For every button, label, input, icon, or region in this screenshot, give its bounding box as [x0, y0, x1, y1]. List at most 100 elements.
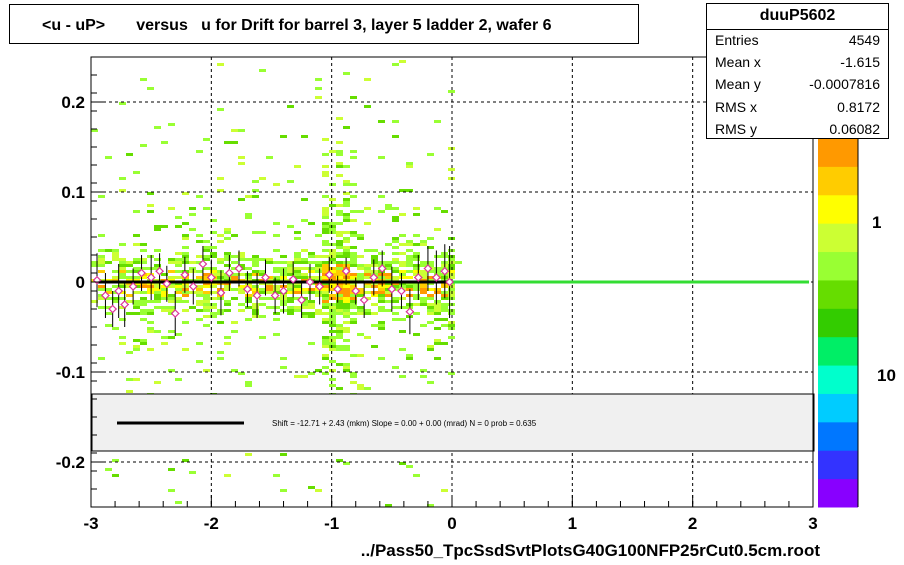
density-cell	[147, 300, 154, 303]
density-cell	[364, 273, 371, 276]
density-cell	[385, 276, 392, 279]
density-cell	[350, 294, 357, 297]
density-cell	[119, 270, 126, 273]
density-cell	[343, 330, 350, 333]
density-cell	[392, 120, 399, 123]
density-cell	[266, 156, 273, 159]
density-cell	[147, 309, 154, 312]
density-cell	[224, 474, 231, 477]
density-cell	[259, 258, 266, 261]
density-cell	[175, 252, 182, 255]
stats-box: duuP5602 Entries 4549 Mean x -1.615 Mean…	[706, 3, 889, 139]
density-cell	[308, 291, 315, 294]
density-cell	[427, 381, 434, 384]
density-cell	[448, 264, 455, 267]
color-scale-segment	[818, 166, 858, 196]
density-cell	[154, 288, 161, 291]
density-cell	[434, 306, 441, 309]
density-cell	[168, 207, 175, 210]
density-cell	[196, 240, 203, 243]
density-cell	[294, 267, 301, 270]
profile-point	[206, 273, 216, 282]
profile-point	[252, 291, 262, 300]
density-cell	[420, 264, 427, 267]
density-cell	[350, 195, 357, 198]
density-cell	[231, 129, 238, 132]
density-cell	[413, 273, 420, 276]
density-cell	[378, 210, 385, 213]
density-cell	[140, 276, 147, 279]
density-cell	[329, 360, 336, 363]
density-cell	[168, 468, 175, 471]
density-cell	[280, 366, 287, 369]
density-cell	[175, 261, 182, 264]
density-cell	[98, 258, 105, 261]
density-cell	[427, 294, 434, 297]
density-cell	[343, 348, 350, 351]
density-cell	[98, 357, 105, 360]
density-cell	[329, 204, 336, 207]
density-cell	[378, 300, 385, 303]
density-cell	[420, 288, 427, 291]
density-cell	[203, 309, 210, 312]
density-cell	[217, 177, 224, 180]
density-cell	[182, 321, 189, 324]
density-cell	[126, 276, 133, 279]
density-cell	[322, 267, 329, 270]
density-cell	[133, 210, 140, 213]
density-cell	[133, 339, 140, 342]
density-cell	[252, 195, 259, 198]
profile-points	[92, 244, 454, 336]
density-cell	[259, 231, 266, 234]
density-cell	[140, 261, 147, 264]
density-cell	[343, 198, 350, 201]
density-cell	[210, 273, 217, 276]
density-cell	[406, 357, 413, 360]
density-cell	[336, 294, 343, 297]
density-cell	[217, 234, 224, 237]
density-cell	[350, 354, 357, 357]
profile-point	[432, 273, 441, 282]
density-cell	[112, 285, 119, 288]
density-cell	[133, 171, 140, 174]
density-cell	[175, 288, 182, 291]
density-cell	[308, 261, 315, 264]
density-cell	[322, 174, 329, 177]
density-cell	[126, 300, 133, 303]
density-cell	[392, 216, 399, 219]
density-cell	[301, 306, 308, 309]
density-cell	[406, 276, 413, 279]
density-cell	[203, 267, 210, 270]
density-cell	[364, 270, 371, 273]
density-cell	[154, 258, 161, 261]
density-cell	[413, 474, 420, 477]
density-cell	[182, 252, 189, 255]
density-cell	[350, 219, 357, 222]
color-scale-segment	[818, 251, 858, 281]
density-cell	[105, 249, 112, 252]
density-cell	[280, 135, 287, 138]
density-cell	[399, 306, 406, 309]
density-cell	[203, 291, 210, 294]
color-scale-segment	[818, 421, 858, 451]
density-cell	[245, 384, 252, 387]
density-cell	[224, 303, 231, 306]
density-cell	[315, 369, 322, 372]
density-cell	[294, 237, 301, 240]
density-cell	[294, 270, 301, 273]
density-cell	[399, 348, 406, 351]
density-cell	[231, 261, 238, 264]
density-cell	[399, 234, 406, 237]
density-cell	[336, 330, 343, 333]
stats-name: duuP5602	[759, 7, 836, 24]
density-cell	[364, 387, 371, 390]
density-cell	[322, 231, 329, 234]
density-cell	[413, 207, 420, 210]
density-cell	[210, 291, 217, 294]
density-cell	[364, 78, 371, 81]
density-cell	[371, 291, 378, 294]
density-cell	[441, 324, 448, 327]
density-cell	[133, 267, 140, 270]
density-cell	[441, 306, 448, 309]
density-cell	[343, 240, 350, 243]
